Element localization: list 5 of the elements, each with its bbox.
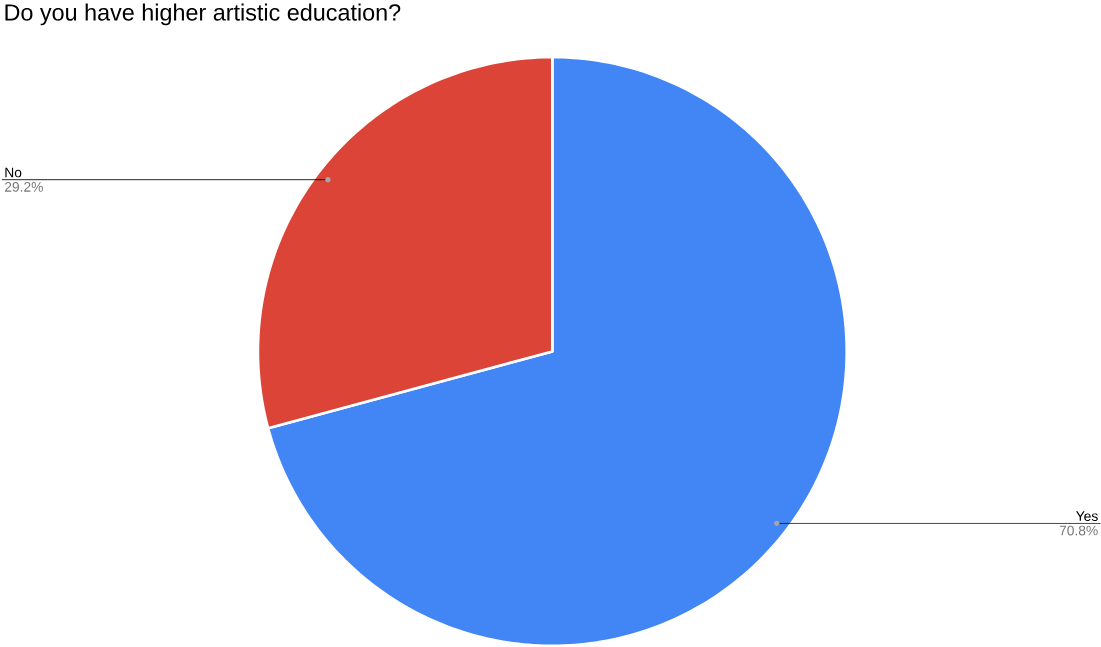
slice-label: No [5, 167, 22, 178]
slice-label: Yes [1076, 511, 1098, 521]
data-label: 70.8% [1059, 525, 1098, 536]
data-label: 29.2% [4, 181, 43, 192]
chart-title: Do you have higher artistic education? [5, 3, 401, 26]
